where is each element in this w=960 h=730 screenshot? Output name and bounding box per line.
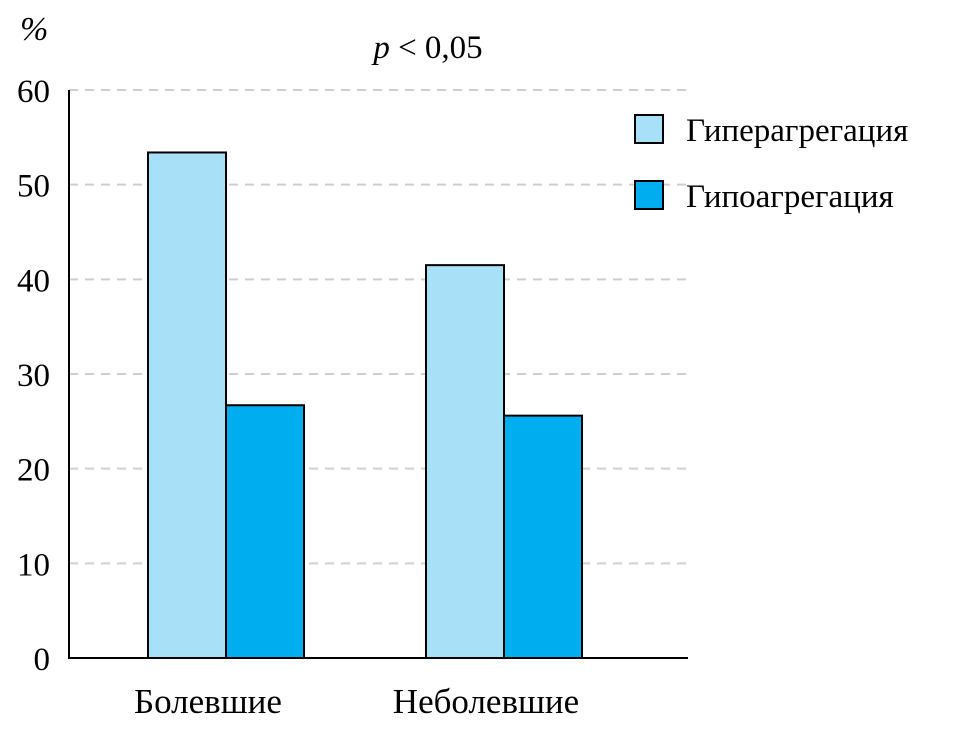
y-tick-label: 60 [17, 74, 50, 110]
y-tick-labels: 0 10 20 30 40 50 60 [17, 74, 50, 678]
y-tick-label: 30 [17, 358, 50, 394]
legend-label: Гипоагрегация [686, 179, 894, 215]
category-label: Болевшие [134, 682, 282, 721]
bars [147, 151, 583, 659]
significance-annotation: p < 0,05 [371, 30, 482, 66]
legend: Гиперагрегация Гипоагрегация [634, 113, 908, 215]
y-tick-label: 10 [17, 547, 50, 583]
y-unit-label: % [20, 11, 48, 48]
bar-hypo-1 [225, 404, 305, 659]
category-label: Неболевшие [393, 682, 579, 721]
annotation-rest: < 0,05 [390, 30, 483, 66]
category-labels: Болевшие Неболевшие [134, 682, 579, 721]
legend-swatch [634, 114, 664, 144]
annotation-p: p [371, 30, 390, 66]
bar-hyper-1 [147, 151, 227, 659]
y-tick-label: 40 [17, 263, 50, 299]
y-tick-label: 20 [17, 453, 50, 489]
y-tick-label: 50 [17, 169, 50, 205]
bar-hyper-2 [425, 264, 505, 659]
legend-swatch [634, 180, 664, 210]
axes [68, 90, 688, 659]
y-tick-label: 0 [34, 642, 51, 678]
legend-label: Гиперагрегация [686, 113, 908, 149]
bar-hypo-2 [503, 414, 583, 659]
